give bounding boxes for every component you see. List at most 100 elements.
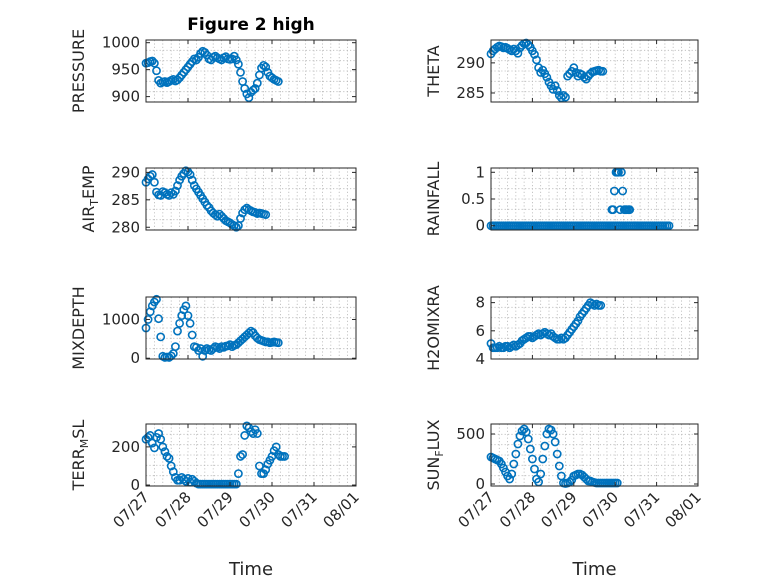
- sun_flux-data-point: [525, 444, 535, 454]
- theta-data-point: [579, 72, 589, 82]
- air_temp-data-point: [147, 170, 157, 179]
- pressure-data-point: [248, 85, 258, 95]
- h2omixra-ylabel: H2OMIXRA: [424, 285, 443, 371]
- h2omixra-ytick-label: 8: [475, 294, 485, 312]
- air_temp-data-point: [236, 214, 245, 223]
- sun_flux-data-point: [505, 474, 515, 484]
- rainfall-ytick-label: 0: [475, 217, 485, 235]
- terr_msl-data-point: [271, 442, 281, 452]
- theta-ylabel: THETA: [424, 45, 443, 97]
- pressure-data-point: [259, 60, 268, 70]
- terr_msl-data-point: [252, 429, 262, 438]
- mixdepth-data-point: [170, 342, 180, 351]
- sun_flux-data-point: [530, 464, 539, 474]
- mixdepth-markers: [141, 294, 283, 362]
- theta-data-point: [530, 50, 539, 59]
- mixdepth-ytick-label: 1000: [102, 310, 140, 328]
- air_temp-data-point: [202, 200, 212, 210]
- theta-data-point: [573, 71, 583, 81]
- mixdepth-data-point: [196, 344, 205, 353]
- subplot-h2omixra: 4 6 8 H2OMIXRA: [424, 285, 699, 371]
- sun_flux-data-point: [554, 461, 564, 471]
- pressure-data-point: [252, 78, 262, 88]
- air_temp-data-point: [231, 222, 241, 232]
- rainfall-data-point: [609, 186, 619, 196]
- subplot-mixdepth: 0 1000 MIXDEPTH: [69, 286, 357, 370]
- theta-data-point: [565, 69, 575, 79]
- air_temp-axes-box: [145, 167, 357, 231]
- rainfall-ytick-label: 0.5: [461, 190, 485, 208]
- air_temp-data-point: [173, 181, 182, 190]
- pressure-axes-box: [145, 39, 357, 103]
- mixdepth-data-point: [143, 315, 153, 324]
- theta-ytick-label: 290: [456, 54, 485, 72]
- air_temp-data-point: [170, 186, 180, 196]
- subplot-rainfall: 0 0.5 1 RAINFALL: [424, 162, 699, 236]
- sun_flux-data-point: [552, 449, 562, 459]
- theta-data-point: [542, 72, 552, 82]
- pressure-data-point: [231, 55, 241, 65]
- h2omixra-markers: [486, 298, 606, 353]
- mixdepth-data-point: [152, 294, 161, 304]
- terr_msl-data-point: [280, 452, 289, 461]
- terr_msl-data-point: [231, 479, 241, 489]
- terr_msl-data-point: [156, 434, 166, 444]
- mixdepth-data-point: [183, 311, 193, 320]
- pressure-data-point: [273, 77, 283, 86]
- air_temp-ylabel: AIRTEMP: [79, 165, 101, 232]
- pressure-markers: [141, 46, 283, 103]
- sun_flux-data-point: [523, 434, 533, 444]
- terr_msl-data-point: [254, 461, 264, 471]
- theta-data-point: [532, 55, 541, 65]
- pressure-data-point: [236, 67, 245, 77]
- mixdepth-data-point: [200, 346, 210, 355]
- mixdepth-data-point: [208, 344, 218, 353]
- air_temp-data-point: [261, 210, 271, 220]
- h2omixra-data-point: [573, 316, 583, 326]
- sun_flux-markers: [486, 424, 622, 488]
- terr_msl-data-point: [238, 450, 247, 459]
- pressure-ytick-label: 1000: [102, 34, 140, 52]
- air_temp-data-point: [187, 175, 197, 185]
- terr_msl-data-point: [143, 432, 153, 442]
- air_temp-data-point: [145, 171, 155, 181]
- terr_msl-data-point: [233, 469, 243, 478]
- rainfall-data-point: [617, 167, 626, 177]
- rainfall-data-point: [614, 167, 623, 177]
- mixdepth-data-point: [185, 318, 195, 328]
- h2omixra-ytick-label: 6: [475, 322, 485, 340]
- theta-ytick-label: 285: [456, 84, 485, 102]
- mixdepth-data-point: [175, 318, 184, 328]
- sun_flux-data-point: [550, 437, 560, 447]
- sun_flux-data-point: [507, 469, 517, 479]
- theta-data-point: [552, 86, 562, 95]
- theta-data-point: [598, 66, 608, 76]
- terr_msl-data-point: [147, 438, 157, 448]
- sun_flux-data-point: [538, 454, 548, 464]
- sun_flux-axes-box: [490, 423, 699, 487]
- theta-data-point: [569, 63, 579, 73]
- pressure-data-point: [261, 62, 271, 72]
- mixdepth-data-point: [187, 330, 197, 340]
- terr_msl-data-point: [240, 431, 250, 440]
- terr_msl-xlabel: Time: [228, 559, 273, 580]
- mixdepth-data-point: [194, 346, 203, 355]
- sun_flux-ylabel: SUNFLUX: [424, 419, 446, 490]
- sun_flux-data-point: [511, 449, 521, 459]
- pressure-data-point: [147, 56, 157, 66]
- mixdepth-ylabel: MIXDEPTH: [69, 286, 88, 369]
- pressure-data-point: [250, 84, 260, 93]
- pressure-data-point: [240, 84, 250, 93]
- sun_flux-data-point: [509, 459, 519, 469]
- pressure-ylabel: PRESSURE: [69, 29, 88, 113]
- rainfall-ytick-label: 1: [475, 163, 485, 181]
- pressure-data-point: [233, 59, 243, 69]
- terr_msl-data-point: [160, 447, 170, 457]
- sun_flux-data-point: [540, 441, 550, 451]
- terr_msl-data-point: [158, 442, 168, 452]
- air_temp-ytick-label: 280: [111, 218, 140, 236]
- mixdepth-data-point: [273, 338, 283, 348]
- mixdepth-ytick-label: 0: [130, 349, 140, 367]
- terr_msl-axes-box: [145, 423, 357, 487]
